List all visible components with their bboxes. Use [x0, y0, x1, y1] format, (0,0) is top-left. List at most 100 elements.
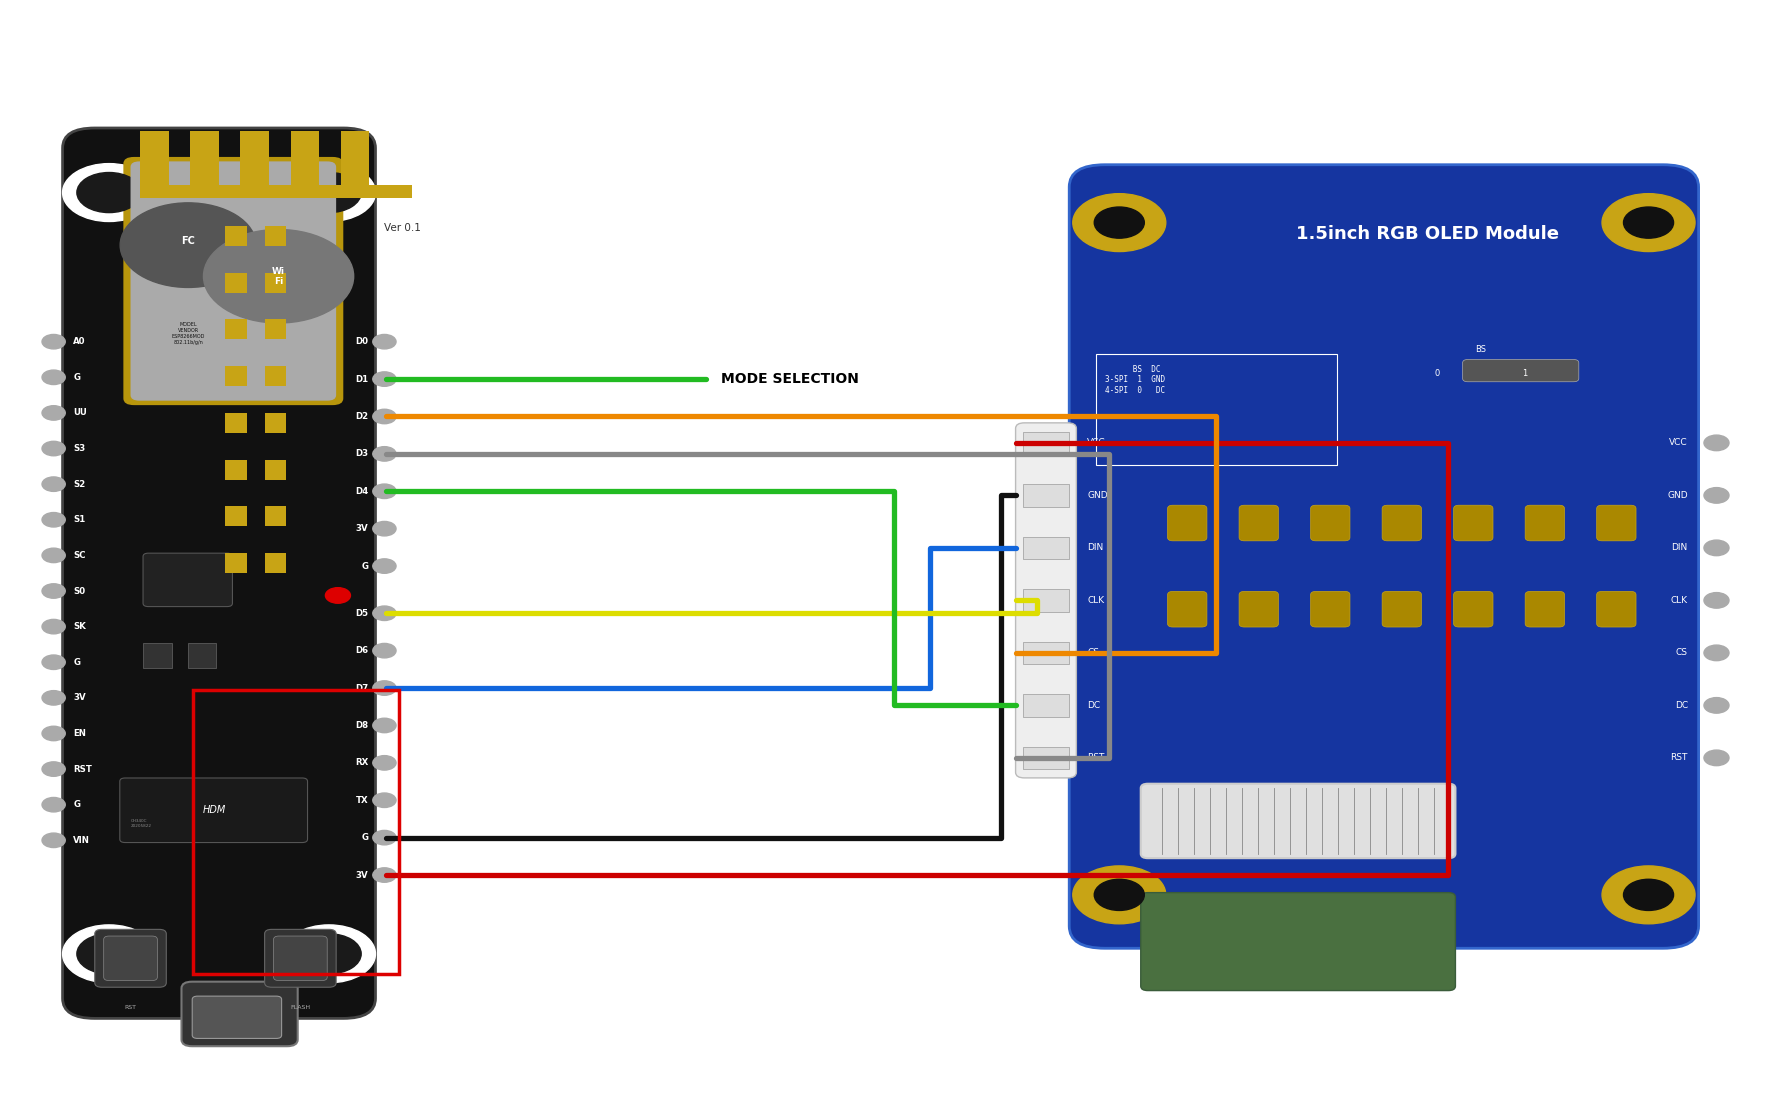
FancyBboxPatch shape	[1525, 591, 1564, 627]
FancyBboxPatch shape	[1239, 505, 1278, 541]
Text: SC: SC	[73, 551, 86, 560]
Text: EN: EN	[73, 729, 86, 738]
Circle shape	[1073, 194, 1166, 252]
Circle shape	[43, 619, 64, 634]
FancyBboxPatch shape	[225, 226, 247, 246]
Circle shape	[372, 681, 397, 696]
Text: G: G	[361, 562, 368, 571]
FancyBboxPatch shape	[1597, 505, 1636, 541]
Circle shape	[283, 164, 375, 221]
Text: RX: RX	[356, 758, 368, 767]
Circle shape	[372, 868, 397, 883]
FancyBboxPatch shape	[1016, 423, 1076, 778]
Text: S2: S2	[73, 480, 86, 489]
Circle shape	[1704, 435, 1729, 451]
Circle shape	[283, 925, 375, 983]
Text: VCC: VCC	[1670, 439, 1688, 447]
Circle shape	[372, 559, 397, 573]
Text: D7: D7	[356, 683, 368, 692]
FancyBboxPatch shape	[340, 131, 370, 189]
Text: CLK: CLK	[1087, 595, 1105, 604]
FancyBboxPatch shape	[265, 929, 336, 987]
Circle shape	[1094, 207, 1144, 238]
Circle shape	[43, 583, 64, 599]
FancyBboxPatch shape	[191, 131, 220, 189]
Text: DIN: DIN	[1087, 543, 1103, 552]
Text: FLASH: FLASH	[290, 1005, 311, 1009]
Circle shape	[1704, 698, 1729, 713]
Circle shape	[325, 588, 350, 603]
Circle shape	[43, 335, 64, 349]
Circle shape	[43, 797, 64, 812]
Text: VIN: VIN	[73, 836, 89, 845]
FancyBboxPatch shape	[131, 161, 336, 401]
FancyBboxPatch shape	[225, 366, 247, 386]
Text: DC: DC	[1675, 701, 1688, 710]
Text: BS  DC
3-SPI  1  GND
4-SPI  0   DC: BS DC 3-SPI 1 GND 4-SPI 0 DC	[1105, 365, 1166, 395]
Circle shape	[372, 830, 397, 845]
FancyBboxPatch shape	[265, 319, 286, 339]
Circle shape	[43, 833, 64, 848]
FancyBboxPatch shape	[265, 413, 286, 433]
FancyBboxPatch shape	[1023, 747, 1069, 769]
FancyBboxPatch shape	[104, 936, 157, 981]
FancyBboxPatch shape	[1023, 642, 1069, 664]
Text: RST: RST	[1087, 754, 1105, 762]
Text: D1: D1	[356, 375, 368, 384]
FancyBboxPatch shape	[1454, 505, 1493, 541]
Circle shape	[43, 549, 64, 563]
Text: G: G	[73, 658, 80, 667]
Circle shape	[372, 718, 397, 732]
FancyBboxPatch shape	[265, 226, 286, 246]
Text: 0: 0	[1436, 370, 1439, 378]
Text: G: G	[361, 834, 368, 843]
Circle shape	[43, 690, 64, 706]
Circle shape	[43, 512, 64, 528]
Text: Wi
Fi: Wi Fi	[272, 266, 284, 286]
FancyBboxPatch shape	[1023, 432, 1069, 454]
Circle shape	[43, 442, 64, 456]
FancyBboxPatch shape	[265, 366, 286, 386]
FancyBboxPatch shape	[1597, 591, 1636, 627]
Text: RST: RST	[1670, 754, 1688, 762]
Circle shape	[1624, 879, 1674, 910]
Circle shape	[1704, 646, 1729, 661]
Text: D0: D0	[356, 337, 368, 346]
Circle shape	[372, 521, 397, 536]
FancyBboxPatch shape	[1463, 359, 1579, 382]
Text: SK: SK	[73, 622, 86, 631]
Circle shape	[1704, 487, 1729, 503]
Text: 3V: 3V	[73, 693, 86, 702]
Circle shape	[372, 605, 397, 621]
Circle shape	[372, 335, 397, 349]
Text: D6: D6	[356, 647, 368, 656]
FancyBboxPatch shape	[1141, 784, 1455, 858]
Text: D5: D5	[356, 609, 368, 618]
Circle shape	[43, 761, 64, 777]
FancyBboxPatch shape	[63, 128, 375, 1018]
FancyBboxPatch shape	[225, 460, 247, 480]
Circle shape	[63, 925, 156, 983]
Text: S0: S0	[73, 587, 86, 595]
Text: Ver 0.1: Ver 0.1	[384, 224, 422, 233]
Text: CH340C
20205822: CH340C 20205822	[131, 819, 152, 828]
FancyBboxPatch shape	[182, 982, 297, 1046]
Circle shape	[297, 173, 361, 213]
Text: RST: RST	[125, 1005, 136, 1009]
FancyBboxPatch shape	[225, 506, 247, 526]
Circle shape	[43, 371, 64, 385]
FancyBboxPatch shape	[1069, 165, 1699, 948]
Text: GND: GND	[1087, 491, 1109, 500]
Text: TX: TX	[356, 796, 368, 805]
FancyBboxPatch shape	[225, 273, 247, 293]
Text: MODE SELECTION: MODE SELECTION	[721, 372, 858, 386]
Text: DIN: DIN	[1672, 543, 1688, 552]
FancyBboxPatch shape	[95, 929, 166, 987]
Text: S1: S1	[73, 515, 86, 524]
Text: HDM: HDM	[202, 806, 227, 815]
Text: D2: D2	[356, 412, 368, 421]
Circle shape	[43, 477, 64, 492]
FancyBboxPatch shape	[240, 131, 270, 189]
Circle shape	[1094, 879, 1144, 910]
Circle shape	[43, 654, 64, 670]
